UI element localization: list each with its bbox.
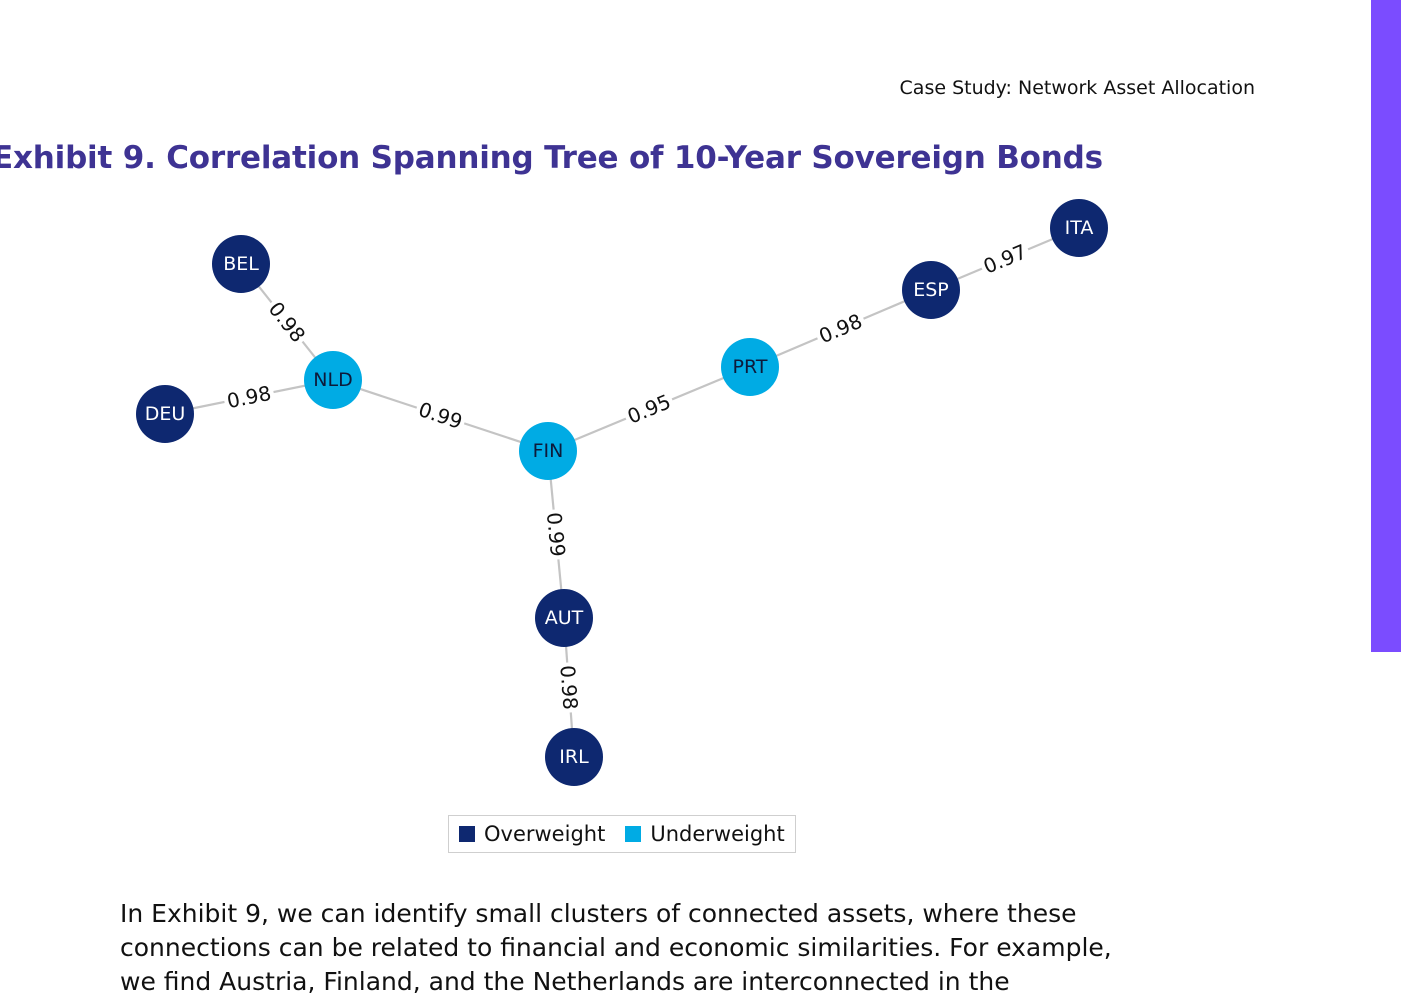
- node-circle-esp: [902, 261, 960, 319]
- edge-label-group-aut-irl: 0.98: [554, 661, 584, 714]
- node-circle-irl: [545, 728, 603, 786]
- node-label-esp: ESP: [913, 279, 949, 301]
- legend-item-underweight: Underweight: [625, 822, 785, 846]
- node-prt: PRT: [721, 338, 779, 396]
- edge-label-group-nld-fin: 0.99: [412, 395, 469, 436]
- node-label-prt: PRT: [733, 356, 768, 378]
- node-label-deu: DEU: [145, 403, 186, 425]
- edge-label-background: [812, 306, 869, 351]
- node-circle-bel: [212, 235, 270, 293]
- legend-swatch-underweight: [625, 826, 642, 842]
- edge-weight-label: 0.98: [555, 664, 582, 710]
- legend-label-overweight: Overweight: [484, 822, 606, 846]
- body-paragraph: In Exhibit 9, we can identify small clus…: [120, 899, 1112, 996]
- body-text: In Exhibit 9, we can identify small clus…: [120, 897, 1130, 999]
- node-deu: DEU: [136, 385, 194, 443]
- node-bel: BEL: [212, 235, 270, 293]
- edge-label-group-fin-prt: 0.95: [620, 387, 678, 431]
- node-circle-aut: [535, 589, 593, 647]
- node-circle-deu: [136, 385, 194, 443]
- edges-layer: 0.98 0.98 0.99 0.95 0.98 0.97 0.99 0.98: [164, 226, 1080, 758]
- node-circle-nld: [304, 351, 362, 409]
- node-circle-ita: [1050, 199, 1108, 257]
- node-label-nld: NLD: [313, 369, 352, 391]
- edge-label-background: [976, 237, 1034, 281]
- node-label-irl: IRL: [559, 746, 589, 768]
- edge-label-background: [620, 387, 678, 431]
- node-label-fin: FIN: [533, 440, 564, 462]
- legend: Overweight Underweight: [448, 815, 796, 853]
- edge-label-group-bel-nld: 0.98: [261, 294, 313, 350]
- running-header: Case Study: Network Asset Allocation: [899, 77, 1255, 99]
- node-aut: AUT: [535, 589, 593, 647]
- edge-label-background: [261, 294, 313, 350]
- node-ita: ITA: [1050, 199, 1108, 257]
- edge-label-group-esp-ita: 0.97: [976, 237, 1034, 281]
- node-irl: IRL: [545, 728, 603, 786]
- edge-weight-label: 0.99: [542, 511, 570, 558]
- node-fin: FIN: [519, 422, 577, 480]
- edge-label-background: [412, 395, 469, 436]
- edge-label-background: [554, 661, 584, 714]
- node-label-aut: AUT: [545, 607, 584, 629]
- node-label-ita: ITA: [1065, 217, 1094, 239]
- accent-bar: [1371, 0, 1401, 652]
- legend-label-underweight: Underweight: [650, 822, 785, 846]
- legend-swatch-overweight: [459, 826, 475, 842]
- edge-label-group-deu-nld: 0.98: [221, 379, 277, 415]
- exhibit-title: Exhibit 9. Correlation Spanning Tree of …: [0, 140, 1103, 176]
- node-label-bel: BEL: [223, 253, 259, 275]
- legend-item-overweight: Overweight: [459, 822, 605, 846]
- nodes-layer: BEL DEU NLD FIN AUT IRL PRT ESP ITA: [136, 199, 1108, 786]
- edge-label-group-fin-aut: 0.99: [540, 508, 572, 561]
- edge-weight-label: 0.98: [225, 381, 273, 413]
- edge-label-background: [221, 379, 277, 415]
- node-circle-prt: [721, 338, 779, 396]
- node-nld: NLD: [304, 351, 362, 409]
- node-esp: ESP: [902, 261, 960, 319]
- edge-label-background: [540, 508, 572, 561]
- edge-label-group-prt-esp: 0.98: [812, 306, 869, 351]
- node-circle-fin: [519, 422, 577, 480]
